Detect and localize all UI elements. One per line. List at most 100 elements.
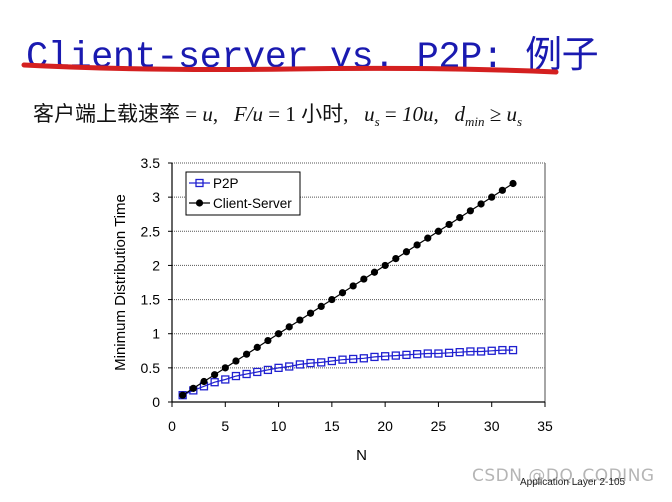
data-point	[455, 348, 464, 357]
data-point	[221, 364, 229, 372]
data-point	[370, 352, 379, 362]
data-point	[370, 268, 379, 276]
x-tick-label: 30	[484, 418, 500, 434]
var-10u: 10u	[402, 102, 434, 126]
y-tick-label: 1	[152, 326, 160, 342]
data-point	[412, 350, 422, 359]
geq: ≥	[484, 102, 507, 126]
legend-item: P2P	[189, 176, 239, 191]
sep: ,	[433, 102, 455, 126]
series-client-server	[179, 179, 517, 399]
data-point	[242, 369, 251, 379]
data-point	[476, 347, 486, 356]
series-p2p	[178, 345, 518, 400]
data-point	[210, 378, 219, 387]
data-point	[434, 349, 443, 358]
var-d: d	[454, 102, 466, 126]
sep: ,	[343, 102, 365, 126]
slide-footer: Application Layer 2-105	[520, 477, 626, 488]
data-point	[466, 347, 475, 356]
x-tick-label: 5	[221, 418, 229, 434]
data-point	[317, 302, 325, 310]
equals: =	[180, 102, 203, 126]
legend-item: Client-Server	[189, 196, 292, 211]
title-underline	[21, 62, 559, 75]
data-point	[327, 356, 337, 366]
y-tick-label: 3.5	[141, 155, 161, 171]
data-point	[487, 346, 496, 355]
data-point	[195, 199, 204, 207]
legend-label: Client-Server	[213, 196, 292, 211]
var-u: u	[202, 102, 213, 126]
legend-label: P2P	[213, 176, 239, 191]
data-point	[195, 178, 204, 188]
data-point	[444, 348, 454, 357]
formula-line: 客户端上载速率 = u, F/u = 1 小时, us = 10u, dmin …	[33, 98, 522, 130]
legend-box	[185, 171, 301, 216]
data-point	[317, 358, 326, 367]
axis-labels: 0 0.5 1 1.5 2 2.5 3 3.5 0 5 10 15 20 25 30 35 N Minimum D…	[112, 155, 553, 464]
data-point	[508, 345, 518, 355]
y-tick-label: 2	[152, 257, 160, 273]
var-us: u	[364, 102, 375, 126]
data-point	[424, 234, 432, 242]
data-point	[338, 355, 347, 364]
data-point	[498, 345, 507, 355]
sub-s: s	[517, 114, 523, 129]
data-point	[221, 375, 230, 384]
data-point	[253, 367, 262, 377]
data-point	[488, 193, 496, 201]
data-point	[413, 241, 421, 249]
axes	[168, 162, 546, 407]
data-point	[466, 207, 474, 215]
data-point	[391, 351, 400, 360]
y-tick-label: 3	[152, 189, 160, 205]
equals: =	[379, 102, 403, 126]
equals-one: = 1	[263, 102, 302, 126]
data-point	[360, 275, 368, 283]
var-f-over-u: F/u	[233, 102, 264, 126]
data-point	[285, 362, 294, 371]
data-point	[456, 214, 464, 222]
data-point	[295, 360, 305, 369]
x-tick-label: 10	[271, 418, 287, 434]
series	[178, 179, 518, 400]
data-point	[349, 354, 358, 364]
data-point	[243, 350, 251, 358]
data-point	[402, 350, 411, 360]
sub-s: s	[374, 114, 380, 129]
data-point	[498, 186, 506, 194]
data-point	[349, 282, 357, 290]
data-point	[306, 309, 315, 317]
gridlines	[172, 162, 546, 402]
x-tick-label: 25	[431, 418, 447, 434]
watermark: CSDN @DQ_CODING	[472, 466, 655, 486]
data-point	[423, 349, 432, 358]
data-point	[285, 323, 293, 331]
x-tick-label: 0	[168, 418, 176, 434]
y-tick-label: 0.5	[141, 360, 161, 376]
sub-min: min	[465, 114, 485, 129]
data-point	[211, 371, 219, 379]
data-point	[509, 179, 517, 188]
x-axis-title: N	[356, 447, 367, 464]
data-point	[380, 352, 390, 361]
data-point	[338, 289, 347, 297]
data-point	[328, 295, 336, 304]
y-tick-label: 1.5	[141, 292, 161, 308]
data-point	[263, 365, 273, 375]
data-point	[231, 371, 241, 381]
upload-rate-label: 客户端上载速率	[33, 102, 180, 126]
data-point	[274, 330, 283, 338]
data-point	[477, 200, 485, 208]
data-point	[445, 220, 453, 229]
y-tick-label: 0	[152, 394, 160, 410]
x-tick-label: 20	[377, 418, 393, 434]
data-point	[179, 391, 187, 399]
hour-label: 小时	[301, 102, 344, 126]
data-point	[274, 363, 283, 373]
legend: P2P Client-Server	[185, 171, 301, 216]
sep: ,	[212, 102, 234, 126]
x-tick-label: 15	[324, 418, 340, 434]
